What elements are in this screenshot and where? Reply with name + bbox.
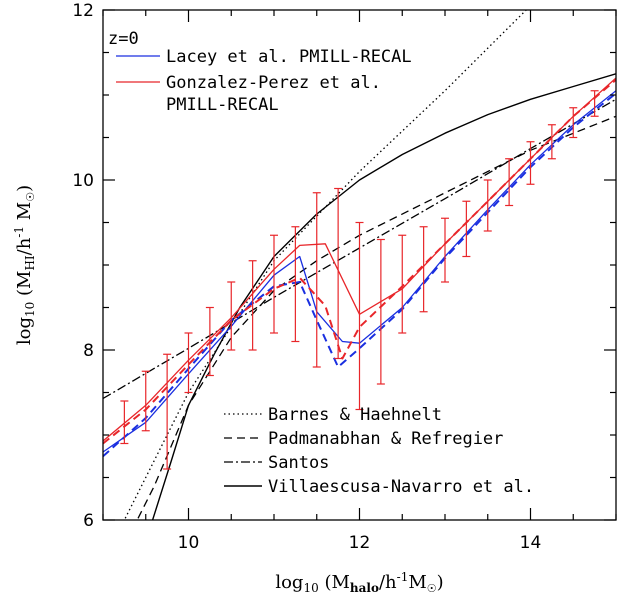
error-bar [398,234,407,334]
error-bar [334,187,343,360]
y-tick-label: 8 [83,341,94,361]
error-bar [141,370,150,432]
series-line-lacey [103,90,616,453]
legend-label: Santos [268,453,329,473]
legend-top: Lacey et al. PMILL-RECAL Gonzalez-Perez e… [116,47,412,115]
error-bar [441,217,449,283]
series-line-gonzalez-alt [103,78,616,445]
legend-entry-villaescusa: Villaescusa-Navarro et al. [224,477,534,497]
error-bar [569,107,578,139]
y-tick-label: 12 [72,1,94,21]
error-bar [291,226,300,343]
redshift-annotation: z=0 [108,29,139,49]
x-axis-label: log10 (Mhalo/h-1M☉) [275,570,443,595]
legend-bottom: Barnes & Haehnelt Padmanabhan & Refregier… [224,405,534,497]
x-tick-label: 14 [520,533,542,553]
error-bar [312,192,321,368]
error-bar [120,400,129,445]
error-bar [590,90,599,117]
error-bar [462,200,471,258]
error-bar [248,260,257,351]
legend-label: Gonzalez-Perez et al. [166,73,381,93]
plot-frame [102,9,617,521]
sun-symbol-icon: ☉ [24,192,37,202]
legend-entry-lacey: Lacey et al. PMILL-RECAL [116,47,412,67]
error-bar [355,221,364,411]
error-bar [376,238,385,385]
legend-label: PMILL-RECAL [166,95,279,115]
error-bar [205,306,214,377]
series-line-villaescusa [151,73,616,520]
error-bar [163,353,172,470]
error-bars [120,90,599,470]
sun-symbol-icon: ☉ [427,582,437,595]
y-tick-label: 10 [72,171,94,191]
legend-entry-barnes: Barnes & Haehnelt [224,405,442,425]
tick-labels: 10 12 14 6 8 10 12 [72,1,541,553]
y-axis-label: log10 (MHI/h-1 M☉) [12,185,37,345]
legend-label: Barnes & Haehnelt [268,405,442,425]
error-bar [505,158,514,207]
error-bar [419,226,428,313]
legend-label: Villaescusa-Navarro et al. [268,477,534,497]
x-tick-label: 12 [349,533,371,553]
error-bar [547,124,556,160]
legend-entry-santos: Santos [224,453,329,473]
error-bar [227,281,236,351]
error-bar [184,332,193,394]
y-tick-label: 6 [83,511,94,531]
series-line-lacey-alt [103,92,616,458]
legend-label: Lacey et al. PMILL-RECAL [166,47,412,67]
x-tick-label: 10 [178,533,200,553]
error-bar [526,141,535,185]
error-bar [483,179,492,232]
legend-entry-padmanabhan: Padmanabhan & Refregier [224,429,503,449]
legend-label: Padmanabhan & Refregier [268,429,503,449]
legend-entry-gonzalez: Gonzalez-Perez et al.PMILL-RECAL [116,73,381,115]
error-bar [270,234,278,334]
